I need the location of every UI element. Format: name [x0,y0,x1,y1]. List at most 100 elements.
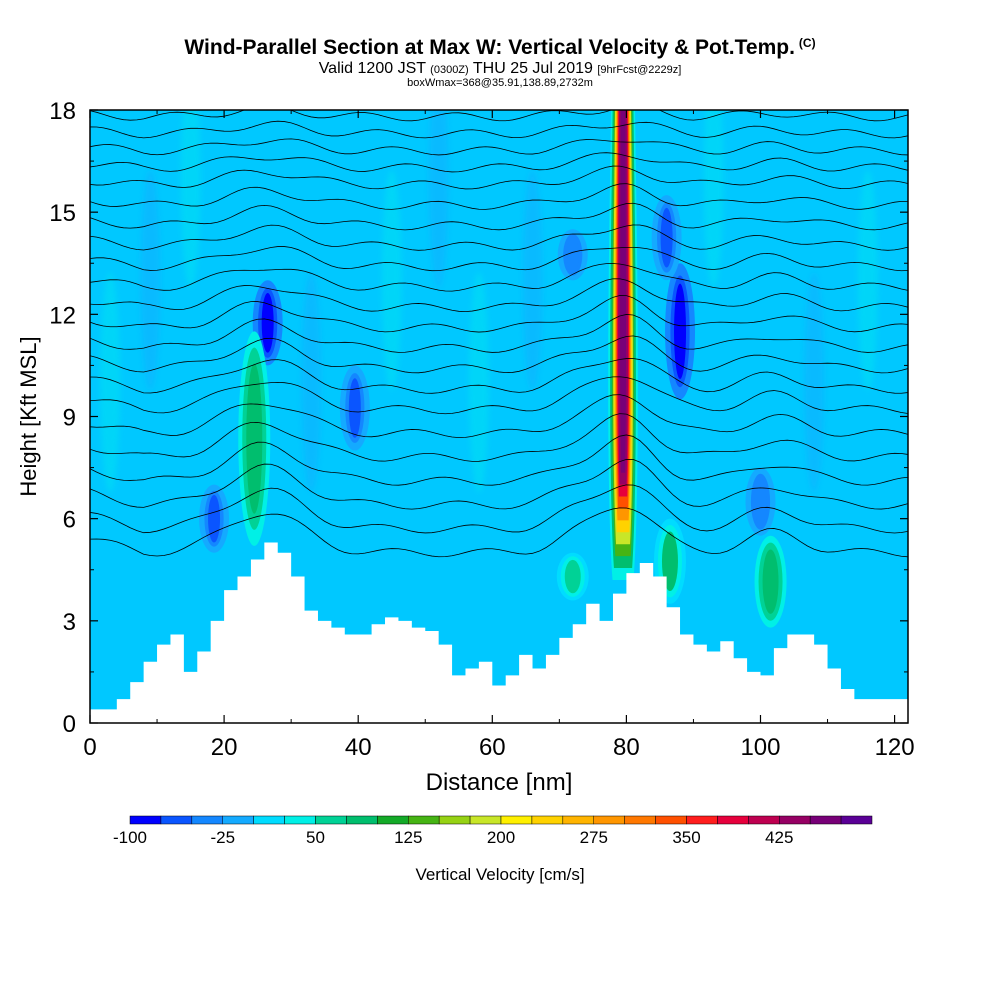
colorbar-swatch [531,815,564,825]
downdraft-cell [754,477,767,526]
colorbar-tick-label: 275 [580,828,608,847]
downdraft-cell [674,283,687,380]
y-tick-label: 9 [63,405,76,432]
chart-subtitle: Valid 1200 JST (0300Z) THU 25 Jul 2019 [… [0,60,1000,78]
downdraft-cell [660,207,673,268]
main-updraft-layer [620,110,627,473]
colorbar-swatch [191,815,223,825]
field-streak [381,170,402,391]
chart-title: Wind-Parallel Section at Max W: Vertical… [0,36,1000,60]
subtitle-valid: Valid 1200 JST [318,60,426,77]
downdraft-cell [208,494,221,543]
colorbar-swatch [377,815,409,825]
isentrope-line [90,183,908,210]
colorbar-swatch [222,815,254,825]
y-tick-label: 12 [49,302,76,329]
x-tick-label: 60 [479,734,506,761]
colorbar-swatch [748,815,780,825]
colorbar-tick-label: 50 [306,828,325,847]
plot-area [90,110,908,723]
subtitle-date: THU 25 Jul 2019 [472,60,593,77]
updraft-cell [661,531,678,592]
y-tick-label: 6 [63,507,76,534]
x-tick-label: 120 [875,734,915,761]
isentrope-line [90,507,908,558]
colorbar-swatch [129,815,162,825]
isentrope-line [90,314,908,353]
colorbar-swatch [686,815,718,825]
title-mark: (C) [798,36,816,50]
colorbar-swatch [253,815,285,825]
colorbar-swatch [438,815,471,825]
field-streak [180,110,201,289]
colorbar-swatch [840,815,873,825]
subtitle-forecast: [9hrFcst@2229z] [597,64,682,76]
title-text: Wind-Parallel Section at Max W: Vertical… [184,36,795,59]
colorbar-tick-label: 200 [487,828,515,847]
isentrope-line [90,376,908,415]
field-streak [468,272,489,493]
colorbar-swatch [284,815,316,825]
x-tick-label: 100 [740,734,780,761]
field-streak [301,272,322,493]
colorbar-swatch [469,815,502,825]
colorbar: -100 -25 50 125 200 275 350 425 Vertical Velocit… [113,815,873,884]
colorbar-title: Vertical Velocity [cm/s] [415,865,584,884]
isentrope-line [90,263,908,292]
y-axis-label: Height [Kft MSL] [16,336,41,496]
colorbar-swatch [500,815,533,825]
colorbar-swatch [408,815,440,825]
isentrope-line [90,110,908,122]
field-streak [804,272,825,493]
field-streak [140,170,161,391]
downdraft-cell [566,236,579,273]
updraft-cell [246,363,263,514]
colorbar-swatch [593,815,625,825]
y-tick-label: 0 [63,711,76,738]
isentrope-line [90,413,908,462]
updraft-cell [564,559,581,594]
colorbar-swatch [717,815,749,825]
isentrope-line [90,358,908,394]
colorbar-swatch [779,815,811,825]
colorbar-swatch [315,815,347,825]
updraft-cell [762,549,779,614]
isentrope-line [90,458,908,510]
isentrope-line [90,335,908,374]
isentrope-line [90,278,908,312]
x-tick-label: 40 [345,734,372,761]
field-streak [703,110,724,289]
x-tick-label: 20 [211,734,238,761]
colorbar-swatch [655,815,687,825]
isentrope-line [90,484,908,534]
downdraft-cell [348,378,361,438]
isentrope-line [90,165,908,190]
colorbar-tick-label: 125 [394,828,422,847]
isentrope-line [90,120,908,139]
colorbar-tick-label: -100 [113,828,147,847]
colorbar-swatch [809,815,842,825]
isentrope-line [90,394,908,438]
colorbar-tick-label: -25 [210,828,235,847]
y-tick-label: 18 [49,98,76,125]
isentrope-line [90,138,908,156]
x-tick-label: 80 [613,734,640,761]
colorbar-swatch [562,815,594,825]
isentrope-line [90,224,908,251]
y-tick-label: 3 [63,609,76,636]
field-streak [857,170,878,391]
y-tick-label: 15 [49,200,76,227]
colorbar-swatch [624,815,656,825]
colorbar-tick-label: 350 [672,828,700,847]
colorbar-tick-label: 425 [765,828,793,847]
isentrope-line [90,202,908,231]
colorbar-swatch [160,815,193,825]
x-axis-label: Distance [nm] [426,769,573,796]
field-streak [428,110,449,289]
subtitle-utc: (0300Z) [430,64,469,76]
isentrope-line [90,246,908,272]
isentrope-line [90,152,908,173]
isentrope-line [90,434,908,486]
isentrope-line [90,295,908,333]
